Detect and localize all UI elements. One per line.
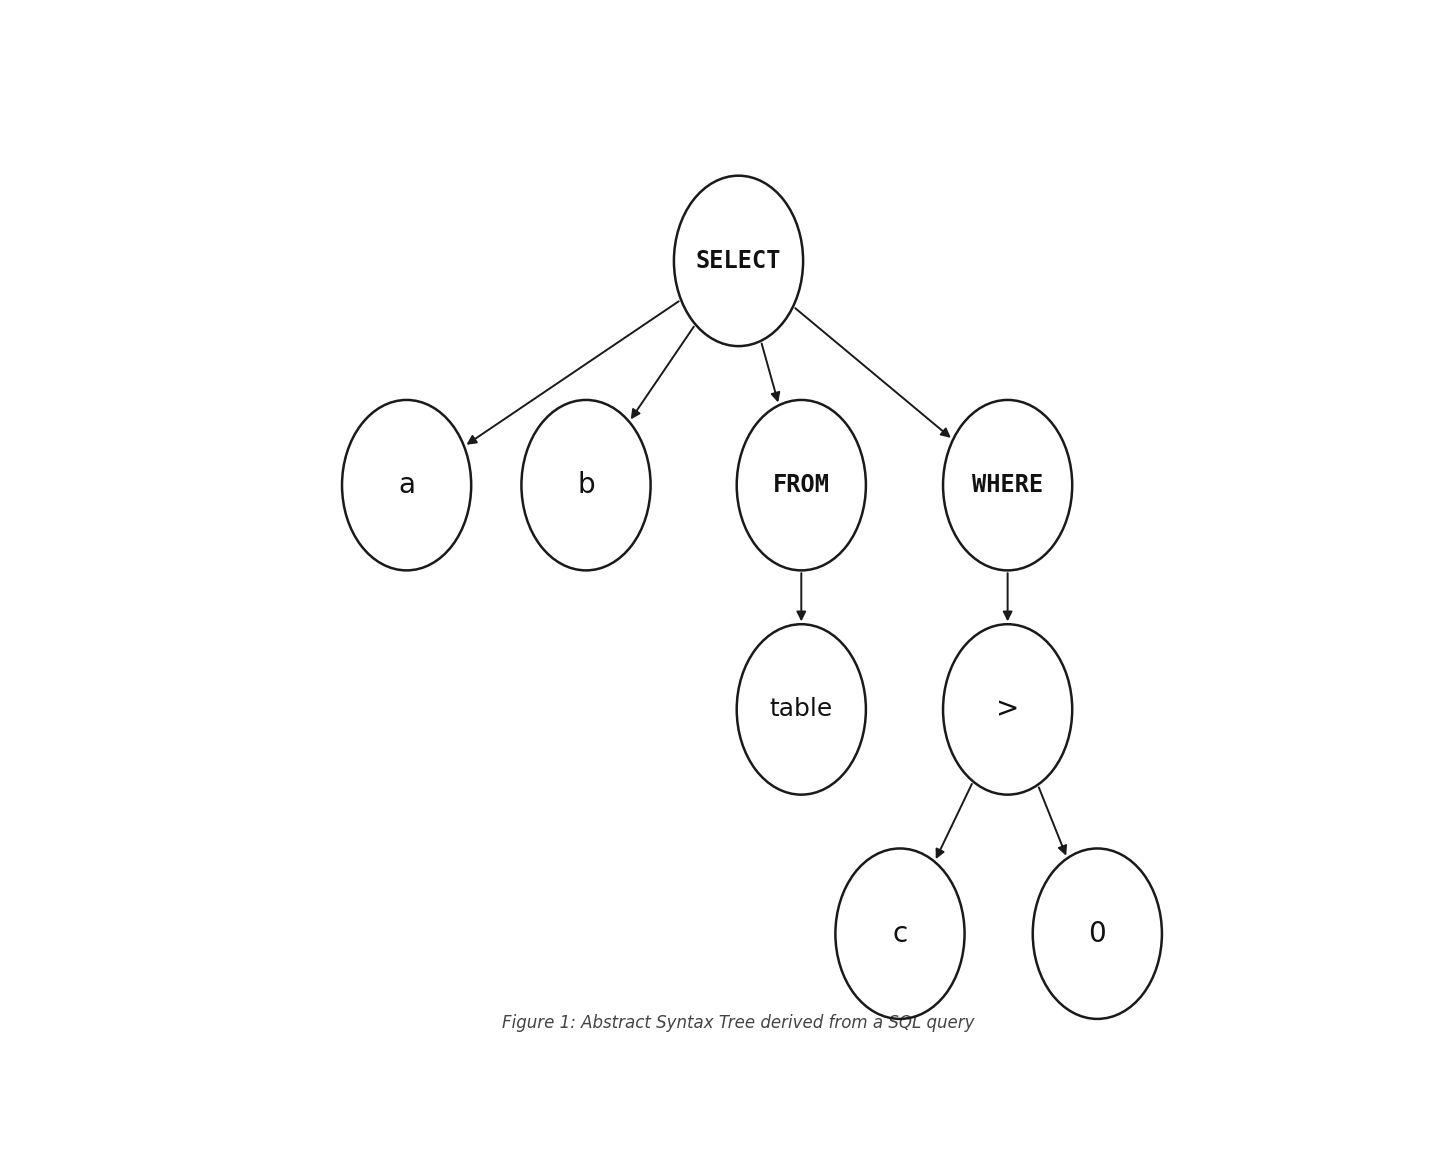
Text: b: b [578,471,595,499]
Ellipse shape [836,848,964,1019]
Ellipse shape [942,400,1072,571]
Text: table: table [769,698,833,721]
Text: >: > [996,696,1019,723]
Ellipse shape [1033,848,1161,1019]
Ellipse shape [736,624,866,795]
Text: WHERE: WHERE [973,473,1043,497]
Ellipse shape [674,176,803,346]
Ellipse shape [342,400,471,571]
Text: FROM: FROM [772,473,830,497]
Text: Figure 1: Abstract Syntax Tree derived from a SQL query: Figure 1: Abstract Syntax Tree derived f… [503,1015,974,1032]
Text: c: c [892,919,908,947]
Ellipse shape [522,400,650,571]
Text: 0: 0 [1088,919,1107,947]
Ellipse shape [736,400,866,571]
Text: a: a [398,471,415,499]
Text: SELECT: SELECT [696,249,781,273]
Ellipse shape [942,624,1072,795]
